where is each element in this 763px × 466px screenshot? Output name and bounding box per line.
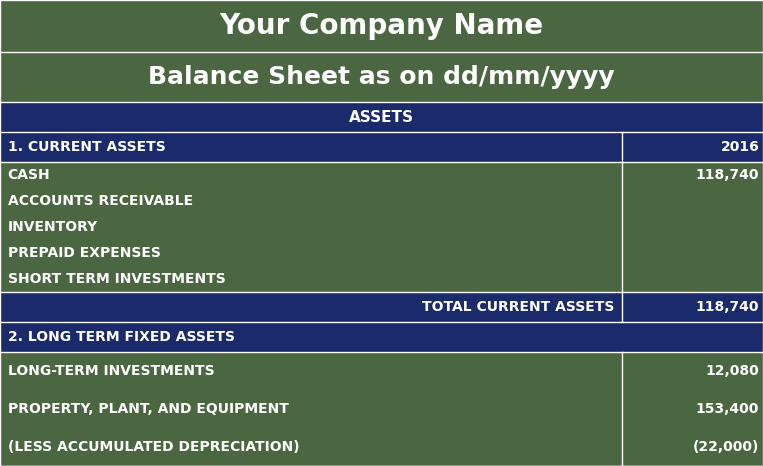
Text: ACCOUNTS RECEIVABLE: ACCOUNTS RECEIVABLE: [8, 194, 193, 208]
Bar: [0, 162, 622, 292]
Text: 1. CURRENT ASSETS: 1. CURRENT ASSETS: [8, 140, 166, 154]
Bar: [0, 0, 763, 52]
Text: PROPERTY, PLANT, AND EQUIPMENT: PROPERTY, PLANT, AND EQUIPMENT: [8, 402, 288, 416]
Text: 118,740: 118,740: [696, 168, 759, 182]
Text: CASH: CASH: [8, 168, 50, 182]
Bar: [0, 352, 622, 466]
Bar: [0, 52, 763, 102]
Text: PREPAID EXPENSES: PREPAID EXPENSES: [8, 246, 160, 260]
Bar: [622, 352, 763, 466]
Text: 12,080: 12,080: [706, 364, 759, 378]
Text: SHORT TERM INVESTMENTS: SHORT TERM INVESTMENTS: [8, 272, 225, 286]
Text: 153,400: 153,400: [696, 402, 759, 416]
Text: Your Company Name: Your Company Name: [220, 12, 543, 40]
Text: Balance Sheet as on dd/mm/yyyy: Balance Sheet as on dd/mm/yyyy: [148, 65, 615, 89]
Text: TOTAL CURRENT ASSETS: TOTAL CURRENT ASSETS: [422, 300, 614, 314]
Bar: [0, 132, 622, 162]
Bar: [0, 322, 763, 352]
Bar: [622, 132, 763, 162]
Bar: [622, 162, 763, 292]
Text: 2016: 2016: [720, 140, 759, 154]
Text: (22,000): (22,000): [693, 440, 759, 454]
Text: 2. LONG TERM FIXED ASSETS: 2. LONG TERM FIXED ASSETS: [8, 330, 235, 344]
Text: ASSETS: ASSETS: [349, 110, 414, 124]
Text: 118,740: 118,740: [696, 300, 759, 314]
Text: (LESS ACCUMULATED DEPRECIATION): (LESS ACCUMULATED DEPRECIATION): [8, 440, 299, 454]
Bar: [0, 292, 622, 322]
Bar: [622, 292, 763, 322]
Text: INVENTORY: INVENTORY: [8, 220, 98, 234]
Text: LONG-TERM INVESTMENTS: LONG-TERM INVESTMENTS: [8, 364, 214, 378]
Bar: [0, 102, 763, 132]
